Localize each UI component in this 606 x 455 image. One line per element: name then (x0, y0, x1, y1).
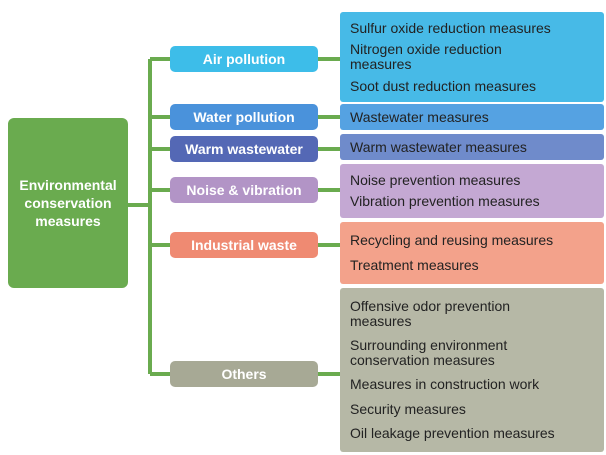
measures-box: Noise prevention measures Vibration preve… (340, 164, 604, 218)
measure-item: Offensive odor prevention measures (350, 298, 511, 330)
measure-item: Treatment measures (350, 256, 479, 273)
measures-box: Warm wastewater measures (340, 134, 604, 160)
measure-item: Surrounding environment conservation mea… (350, 337, 508, 369)
measure-item: Warm wastewater measures (350, 138, 527, 155)
category-node: Air pollution (170, 46, 318, 72)
category-node: Industrial waste (170, 232, 318, 258)
measure-item: Nitrogen oxide reduction measures (350, 41, 502, 72)
measure-item: Wastewater measures (350, 108, 489, 125)
measure-item: Sulfur oxide reduction measures (350, 19, 551, 36)
root-node: Environmental conservation measures (8, 118, 128, 288)
measure-item: Vibration prevention measures (350, 193, 540, 210)
category-node: Noise & vibration (170, 177, 318, 203)
measure-item: Security measures (350, 400, 466, 417)
measure-item: Recycling and reusing measures (350, 232, 554, 249)
measure-item: Oil leakage prevention measures (350, 424, 555, 441)
measures-box: Wastewater measures (340, 104, 604, 130)
category-node: Warm wastewater (170, 136, 318, 162)
measure-item: Noise prevention measures (350, 171, 521, 188)
measures-box: Recycling and reusing measures Treatment … (340, 222, 604, 284)
category-node: Others (170, 361, 318, 387)
measures-box: Offensive odor prevention measures Surrou… (340, 288, 604, 452)
category-node: Water pollution (170, 104, 318, 130)
measure-item: Soot dust reduction measures (350, 77, 536, 94)
measures-box: Sulfur oxide reduction measures Nitrogen … (340, 12, 604, 102)
measure-item: Measures in construction work (350, 376, 540, 393)
